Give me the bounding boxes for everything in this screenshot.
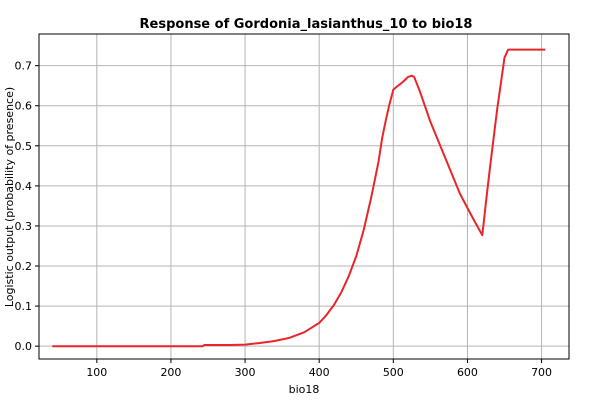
response-curve [52,48,546,348]
chart-title: Response of Gordonia_lasianthus_10 to bi… [140,17,473,32]
x-tick-label: 500 [383,366,404,379]
grid [39,34,569,359]
y-tick-label: 0.1 [15,300,33,313]
x-tick-label: 700 [531,366,552,379]
y-tick-label: 0.4 [15,180,33,193]
y-tick-label: 0.7 [15,60,33,73]
plot-frame [38,33,570,360]
y-tick-label: 0.0 [15,340,33,353]
x-tick-label: 400 [309,366,330,379]
axis-ticks: 100 200 300 400 500 600 700 0.0 0.1 0.2 0.3 0.4 0.5 0… [15,60,553,379]
x-tick-label: 300 [235,366,256,379]
x-tick-label: 600 [457,366,478,379]
x-tick-label: 200 [160,366,181,379]
y-tick-label: 0.2 [15,260,33,273]
y-tick-label: 0.3 [15,220,33,233]
series-layer [52,48,546,348]
y-tick-label: 0.6 [15,100,33,113]
y-axis-label: Logistic output (probability of presence… [3,87,16,307]
x-axis-label: bio18 [289,383,320,396]
y-tick-label: 0.5 [15,140,33,153]
x-tick-label: 100 [86,366,107,379]
